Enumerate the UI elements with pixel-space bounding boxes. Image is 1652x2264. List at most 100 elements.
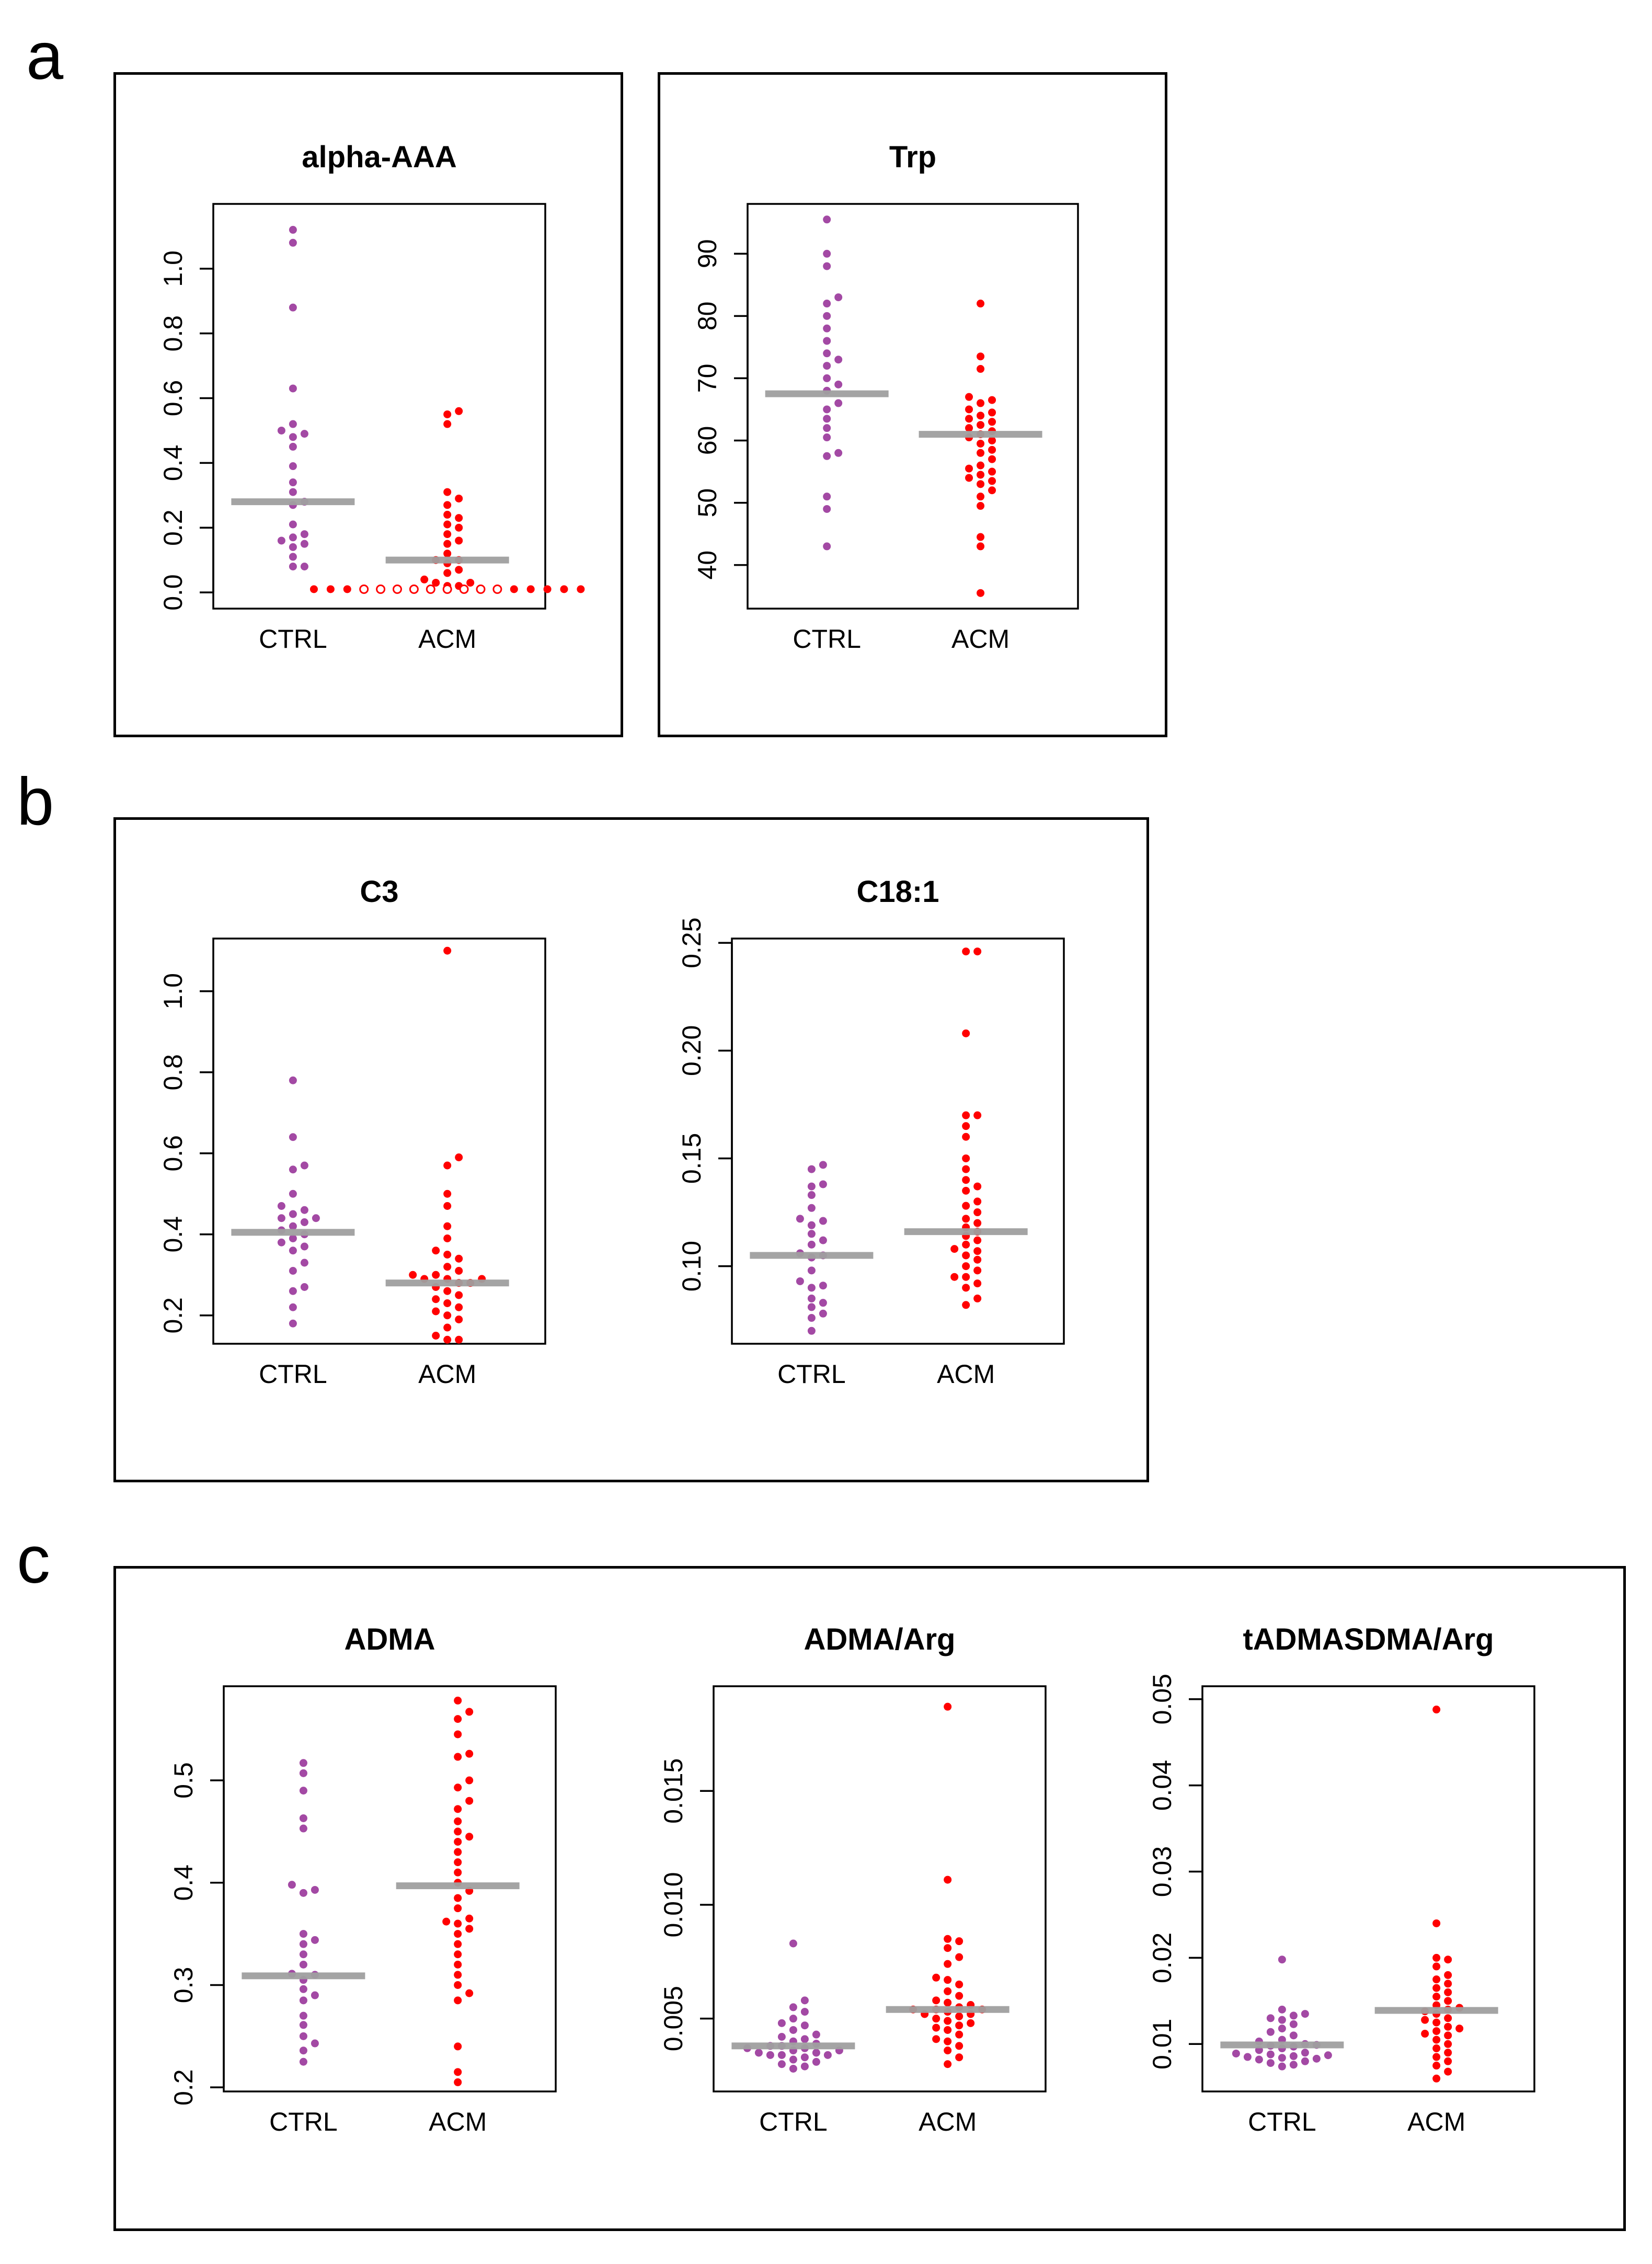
point-acm bbox=[977, 421, 985, 429]
chart-adma-arg: ADMA/Arg 0.005 0.010 0.015 CTRL ACM bbox=[659, 1622, 1047, 2136]
chart-c18-1: C18:1 0.10 0.15 0.20 0.25 CTRL ACM bbox=[677, 875, 1065, 1389]
y-tick-label: 0.25 bbox=[677, 918, 706, 968]
point-acm bbox=[988, 486, 996, 495]
point-ctrl bbox=[777, 2051, 786, 2059]
point-acm bbox=[465, 1914, 474, 1923]
x-tick-label-acm: ACM bbox=[937, 1359, 995, 1389]
chart-title: C3 bbox=[360, 875, 398, 909]
point-acm bbox=[1432, 1993, 1441, 2001]
y-tick-label: 0.8 bbox=[158, 315, 188, 352]
point-acm bbox=[465, 1833, 474, 1841]
point-below-detection bbox=[577, 585, 585, 593]
x-tick-label-ctrl: CTRL bbox=[777, 1359, 846, 1389]
point-acm bbox=[454, 1805, 462, 1813]
point-ctrl bbox=[789, 1939, 797, 1948]
point-ctrl bbox=[289, 442, 297, 451]
point-below-detection bbox=[409, 584, 419, 594]
point-acm bbox=[443, 569, 452, 577]
point-ctrl bbox=[1278, 2025, 1286, 2033]
point-ctrl bbox=[819, 1309, 827, 1318]
point-acm bbox=[443, 1234, 452, 1242]
point-ctrl bbox=[796, 1215, 804, 1223]
point-acm bbox=[944, 1944, 952, 1952]
point-acm bbox=[962, 1273, 970, 1281]
point-ctrl bbox=[300, 1218, 308, 1226]
point-ctrl bbox=[289, 543, 297, 551]
point-below-detection bbox=[309, 585, 318, 593]
point-ctrl bbox=[807, 1266, 816, 1275]
point-ctrl bbox=[777, 2060, 786, 2068]
point-acm bbox=[443, 520, 452, 529]
y-tick-label: 0.2 bbox=[169, 2069, 198, 2106]
point-ctrl bbox=[819, 1161, 827, 1169]
point-acm bbox=[432, 1295, 440, 1303]
point-ctrl bbox=[1266, 2028, 1275, 2036]
point-acm bbox=[988, 418, 996, 426]
point-acm bbox=[1432, 1919, 1441, 1927]
point-ctrl bbox=[300, 430, 308, 438]
point-acm bbox=[454, 1837, 462, 1846]
panel-label-a: a bbox=[26, 19, 64, 94]
y-tick-label: 0.20 bbox=[677, 1025, 706, 1076]
point-ctrl bbox=[299, 1889, 307, 1897]
point-acm bbox=[455, 407, 463, 415]
point-acm bbox=[454, 1894, 462, 1902]
point-ctrl bbox=[289, 1267, 297, 1275]
point-acm bbox=[409, 1271, 417, 1279]
point-ctrl bbox=[1289, 2061, 1298, 2069]
point-ctrl bbox=[807, 1204, 816, 1212]
y-tick-label: 0.2 bbox=[158, 509, 188, 546]
point-acm bbox=[432, 1307, 440, 1316]
point-acm bbox=[944, 1987, 952, 1995]
point-acm bbox=[443, 1222, 452, 1230]
point-acm bbox=[950, 1273, 959, 1281]
point-ctrl bbox=[299, 2021, 307, 2029]
panel-label-b: b bbox=[17, 764, 54, 839]
point-ctrl bbox=[300, 1206, 308, 1214]
point-acm bbox=[1432, 1975, 1441, 1984]
point-below-detection bbox=[492, 584, 502, 594]
point-ctrl bbox=[1301, 2049, 1309, 2057]
point-ctrl bbox=[823, 542, 831, 551]
point-ctrl bbox=[288, 1881, 296, 1889]
point-acm bbox=[955, 2012, 963, 2020]
point-acm bbox=[443, 501, 452, 509]
point-ctrl bbox=[823, 249, 831, 258]
point-acm bbox=[1432, 2074, 1441, 2083]
point-acm bbox=[455, 1316, 463, 1323]
point-ctrl bbox=[800, 2062, 809, 2071]
point-acm bbox=[988, 445, 996, 454]
point-ctrl bbox=[766, 2051, 774, 2059]
point-acm bbox=[454, 2068, 462, 2076]
point-ctrl bbox=[1255, 2055, 1263, 2064]
point-acm bbox=[962, 1111, 970, 1119]
y-tick-label: 40 bbox=[693, 551, 722, 580]
point-acm bbox=[455, 566, 463, 574]
point-acm bbox=[443, 540, 452, 548]
point-ctrl bbox=[277, 1214, 285, 1222]
y-tick-label: 90 bbox=[693, 239, 722, 268]
point-ctrl bbox=[807, 1240, 816, 1249]
point-acm bbox=[455, 523, 463, 532]
point-acm bbox=[977, 300, 985, 308]
point-acm bbox=[1444, 2049, 1452, 2057]
point-acm bbox=[1432, 1962, 1441, 1971]
point-acm bbox=[944, 1960, 952, 1968]
y-tick-label: 0.5 bbox=[169, 1762, 198, 1799]
point-ctrl bbox=[299, 1814, 307, 1822]
point-acm bbox=[443, 1287, 452, 1295]
y-tick-label: 1.0 bbox=[158, 250, 188, 287]
chart-trp: Trp 40 50 60 70 80 90 CTRL ACM bbox=[693, 140, 1079, 654]
point-ctrl bbox=[823, 424, 831, 432]
point-ctrl bbox=[807, 1284, 816, 1292]
panel-c-box bbox=[113, 1566, 1626, 2231]
point-acm bbox=[988, 396, 996, 404]
point-below-detection bbox=[392, 584, 402, 594]
point-ctrl bbox=[289, 553, 297, 561]
point-ctrl bbox=[819, 1299, 827, 1307]
y-tick-label: 0.01 bbox=[1148, 2019, 1177, 2069]
point-below-detection bbox=[426, 584, 435, 594]
point-ctrl bbox=[299, 1950, 307, 1959]
